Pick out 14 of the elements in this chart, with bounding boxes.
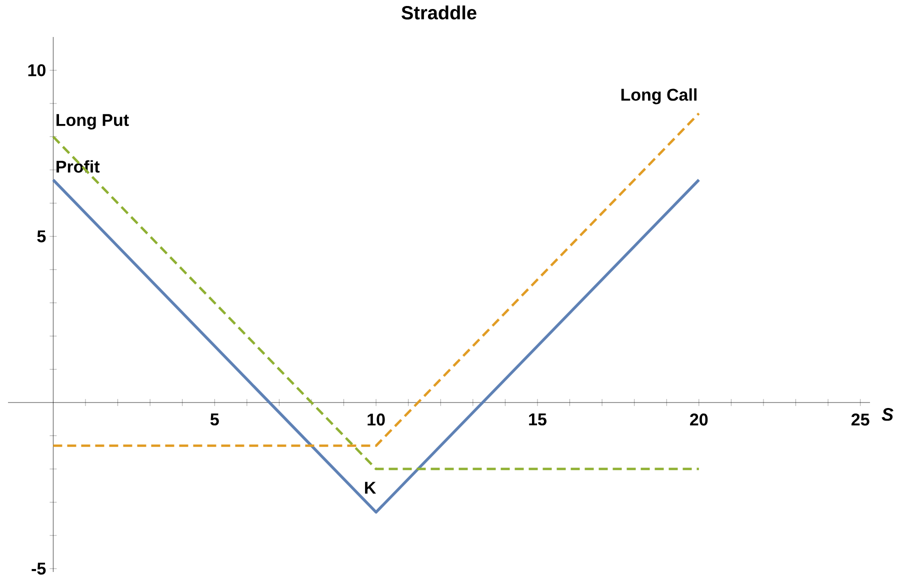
chart-title: Straddle: [402, 6, 476, 20]
x-tick-label: 20: [690, 414, 708, 426]
x-tick-label: 10: [368, 414, 385, 426]
x-tick-label: 5: [210, 414, 219, 426]
series-label: Profit: [56, 160, 100, 173]
series-label: Long Call: [621, 88, 696, 104]
y-tick-label: 10: [28, 64, 46, 76]
x-tick-label: 15: [529, 414, 546, 426]
annotation: K: [365, 482, 376, 494]
y-tick-label: 5: [37, 230, 46, 242]
x-axis-title: S: [882, 408, 894, 421]
x-tick-label: 25: [851, 414, 870, 426]
series-label: Long Put: [56, 114, 129, 130]
y-tick-label: -5: [32, 562, 46, 575]
